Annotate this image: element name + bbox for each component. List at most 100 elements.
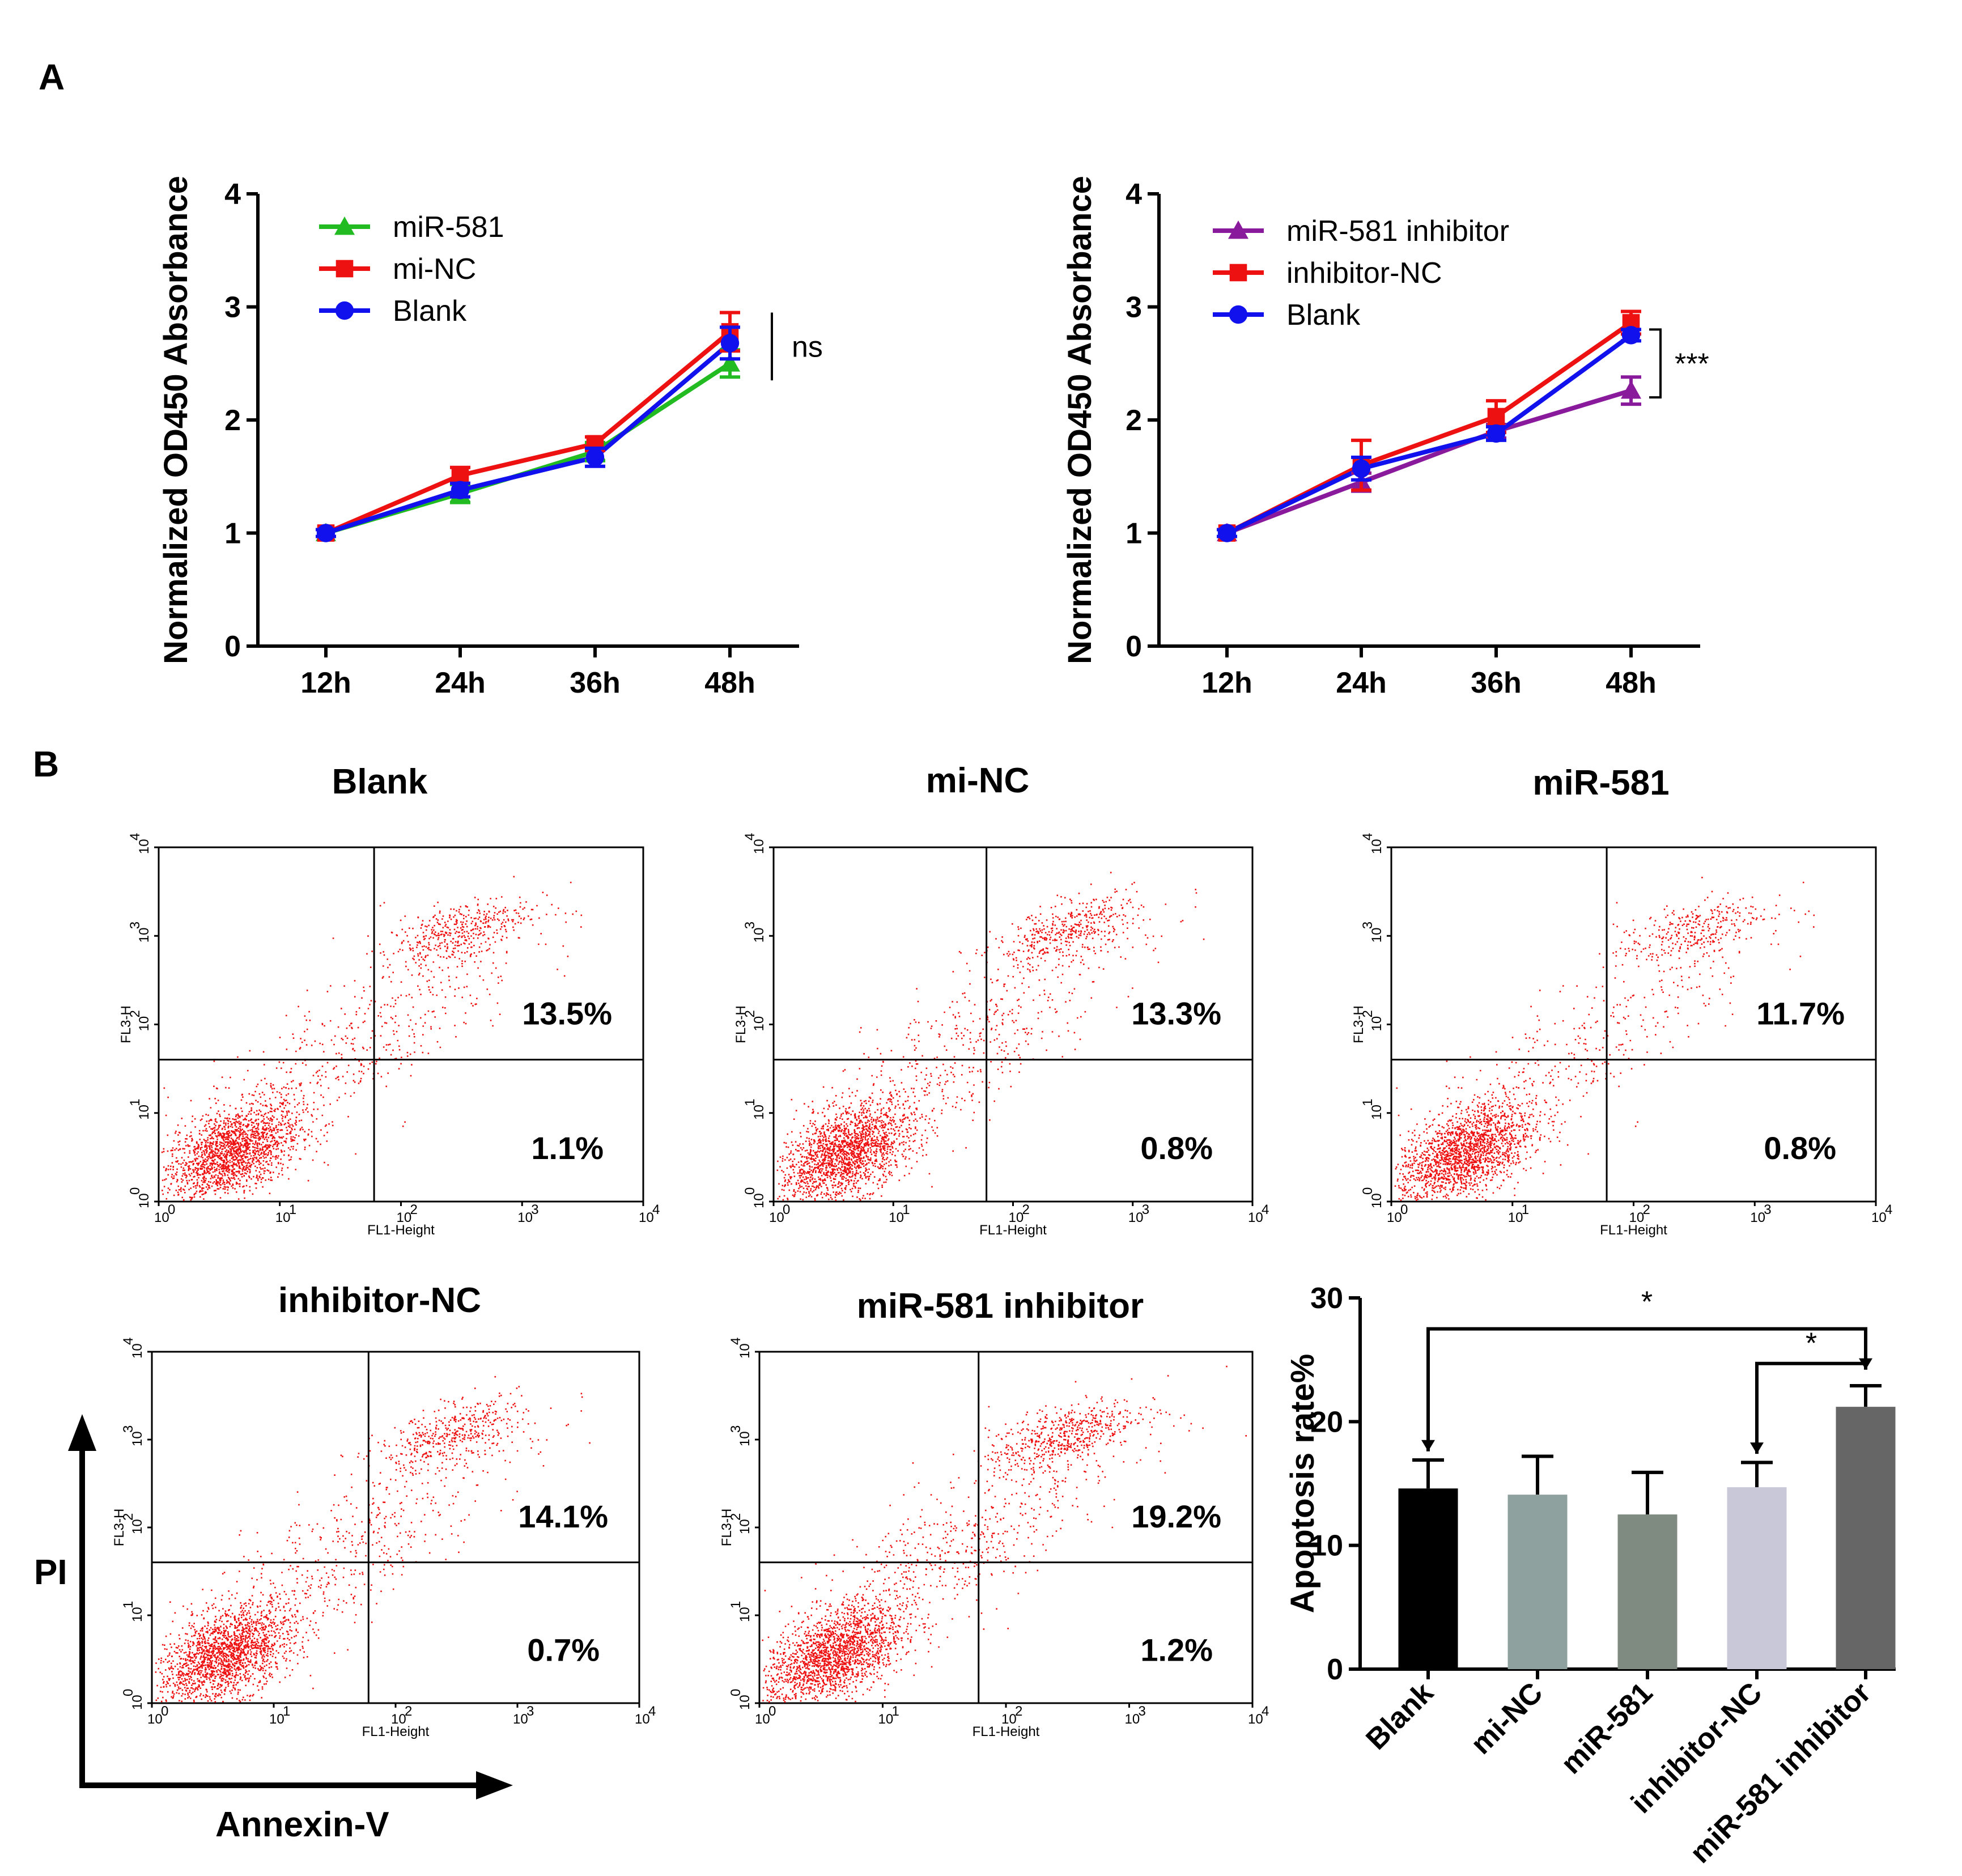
y-tick-label: 10 xyxy=(130,1343,145,1359)
x-tick-exponent: 1 xyxy=(892,1704,899,1719)
legend-marker xyxy=(335,301,354,320)
y-tick-exponent: 3 xyxy=(128,922,143,929)
y-tick-exponent: 2 xyxy=(728,1513,744,1521)
x-tick-label: 24h xyxy=(1336,667,1387,699)
annexin-arrow-head xyxy=(476,1771,513,1799)
facs-plot: inhibitor-NC1001001011011021021031031041… xyxy=(112,1281,656,1739)
data-point xyxy=(1487,424,1506,443)
y-axis-label: FL3-H xyxy=(719,1509,734,1547)
bracket-arrow xyxy=(1859,1358,1872,1370)
x-tick-exponent: 3 xyxy=(531,1202,538,1217)
data-point xyxy=(720,334,740,353)
facs-plot: Blank100100101101102102103103104104FL1-H… xyxy=(118,762,660,1238)
annexin-v-axis-label: Annexin-V xyxy=(215,1805,389,1844)
x-tick-exponent: 0 xyxy=(168,1202,175,1217)
x-tick-exponent: 4 xyxy=(652,1202,660,1217)
x-tick-label: 24h xyxy=(435,667,486,699)
series-line xyxy=(325,341,732,536)
x-tick-label: 36h xyxy=(1471,667,1522,699)
y-tick-exponent: 2 xyxy=(128,1010,143,1017)
y-tick-label: 10 xyxy=(751,839,767,854)
legend-label: Blank xyxy=(393,295,467,328)
facs-plot-title: miR-581 inhibitor xyxy=(857,1287,1144,1326)
x-tick-label: 10 xyxy=(147,1712,163,1727)
x-tick-label: 10 xyxy=(1871,1210,1887,1225)
data-point xyxy=(720,353,740,372)
bar xyxy=(1617,1514,1678,1669)
y-axis-label: Normalized OD450 Absorbance xyxy=(158,176,194,664)
y-tick-label: 10 xyxy=(130,1431,145,1446)
lower-right-percentage: 0.7% xyxy=(527,1632,600,1668)
x-tick-exponent: 1 xyxy=(289,1202,296,1217)
bar xyxy=(1507,1495,1568,1669)
legend-marker xyxy=(336,260,354,278)
x-tick-label: 48h xyxy=(704,667,755,699)
data-point xyxy=(1487,408,1505,426)
y-axis-label: Apoptosis rate% xyxy=(1284,1354,1321,1614)
legend-label: mi-NC xyxy=(393,253,476,286)
significance-bracket xyxy=(1426,1327,1867,1451)
x-tick-label: 10 xyxy=(269,1712,284,1727)
x-tick-label: 10 xyxy=(1387,1210,1402,1225)
lower-right-percentage: 1.1% xyxy=(531,1130,604,1166)
bar xyxy=(1398,1488,1458,1669)
x-tick-label: 10 xyxy=(391,1712,406,1727)
y-tick-label: 10 xyxy=(737,1343,753,1359)
y-tick-exponent: 0 xyxy=(121,1689,136,1696)
y-tick-exponent: 3 xyxy=(121,1425,136,1433)
x-tick-exponent: 0 xyxy=(1400,1202,1408,1217)
x-tick-exponent: 3 xyxy=(1142,1202,1149,1217)
x-tick-exponent: 4 xyxy=(1262,1202,1269,1217)
y-axis-label: FL3-H xyxy=(1351,1005,1366,1043)
upper-right-percentage: 13.5% xyxy=(522,996,612,1032)
y-tick-exponent: 3 xyxy=(742,922,758,929)
x-tick-label: 48h xyxy=(1606,667,1657,699)
x-tick-exponent: 2 xyxy=(1022,1202,1030,1217)
x-tick-label: 10 xyxy=(275,1210,291,1225)
facs-frame xyxy=(758,1351,1254,1704)
y-tick-exponent: 1 xyxy=(742,1098,758,1106)
y-tick-label: 2 xyxy=(224,404,241,437)
y-tick-exponent: 4 xyxy=(728,1338,744,1345)
pi-axis-label: PI xyxy=(34,1553,67,1592)
x-tick-exponent: 3 xyxy=(526,1704,534,1719)
upper-right-percentage: 14.1% xyxy=(518,1499,608,1534)
y-tick-exponent: 0 xyxy=(128,1187,143,1195)
y-tick-label: 10 xyxy=(751,928,767,943)
x-tick-exponent: 2 xyxy=(410,1202,418,1217)
x-tick-label: 36h xyxy=(570,667,621,699)
x-tick-label: 12h xyxy=(300,667,351,699)
upper-right-percentage: 11.7% xyxy=(1756,996,1845,1032)
lower-right-percentage: 1.2% xyxy=(1140,1632,1213,1668)
bracket-arrow xyxy=(1750,1442,1764,1454)
x-tick-label: 10 xyxy=(889,1210,904,1225)
y-tick-exponent: 2 xyxy=(1360,1010,1375,1017)
series-line xyxy=(325,330,732,536)
significance-label: ns xyxy=(792,330,823,363)
x-tick-label: 10 xyxy=(769,1210,784,1225)
y-tick-label: 10 xyxy=(137,1105,152,1120)
x-tick-exponent: 0 xyxy=(161,1704,168,1719)
x-tick-exponent: 4 xyxy=(1262,1704,1269,1719)
x-tick-exponent: 3 xyxy=(1139,1704,1146,1719)
legend-marker xyxy=(1229,305,1248,324)
y-tick-exponent: 1 xyxy=(121,1601,136,1608)
upper-right-percentage: 13.3% xyxy=(1131,996,1221,1032)
y-tick-label: 10 xyxy=(1369,1016,1385,1032)
y-tick-label: 10 xyxy=(130,1695,145,1710)
x-tick-label: 10 xyxy=(1125,1712,1140,1727)
x-tick-label: 10 xyxy=(1009,1210,1024,1225)
y-tick-exponent: 2 xyxy=(121,1513,136,1521)
legend-label: inhibitor-NC xyxy=(1286,257,1442,290)
x-tick-exponent: 4 xyxy=(1885,1202,1892,1217)
x-tick-label: 10 xyxy=(513,1712,528,1727)
facs-plot-title: Blank xyxy=(332,762,428,801)
facs-plot-title: miR-581 xyxy=(1532,763,1669,803)
facs-plot: miR-581100100101101102102103103104104FL1… xyxy=(1351,763,1892,1238)
y-tick-label: 10 xyxy=(130,1519,145,1534)
data-point xyxy=(585,448,605,467)
lower-right-percentage: 0.8% xyxy=(1140,1130,1213,1166)
y-tick-label: 10 xyxy=(737,1431,753,1446)
x-tick-exponent: 2 xyxy=(405,1704,412,1719)
y-tick-exponent: 1 xyxy=(128,1098,143,1106)
